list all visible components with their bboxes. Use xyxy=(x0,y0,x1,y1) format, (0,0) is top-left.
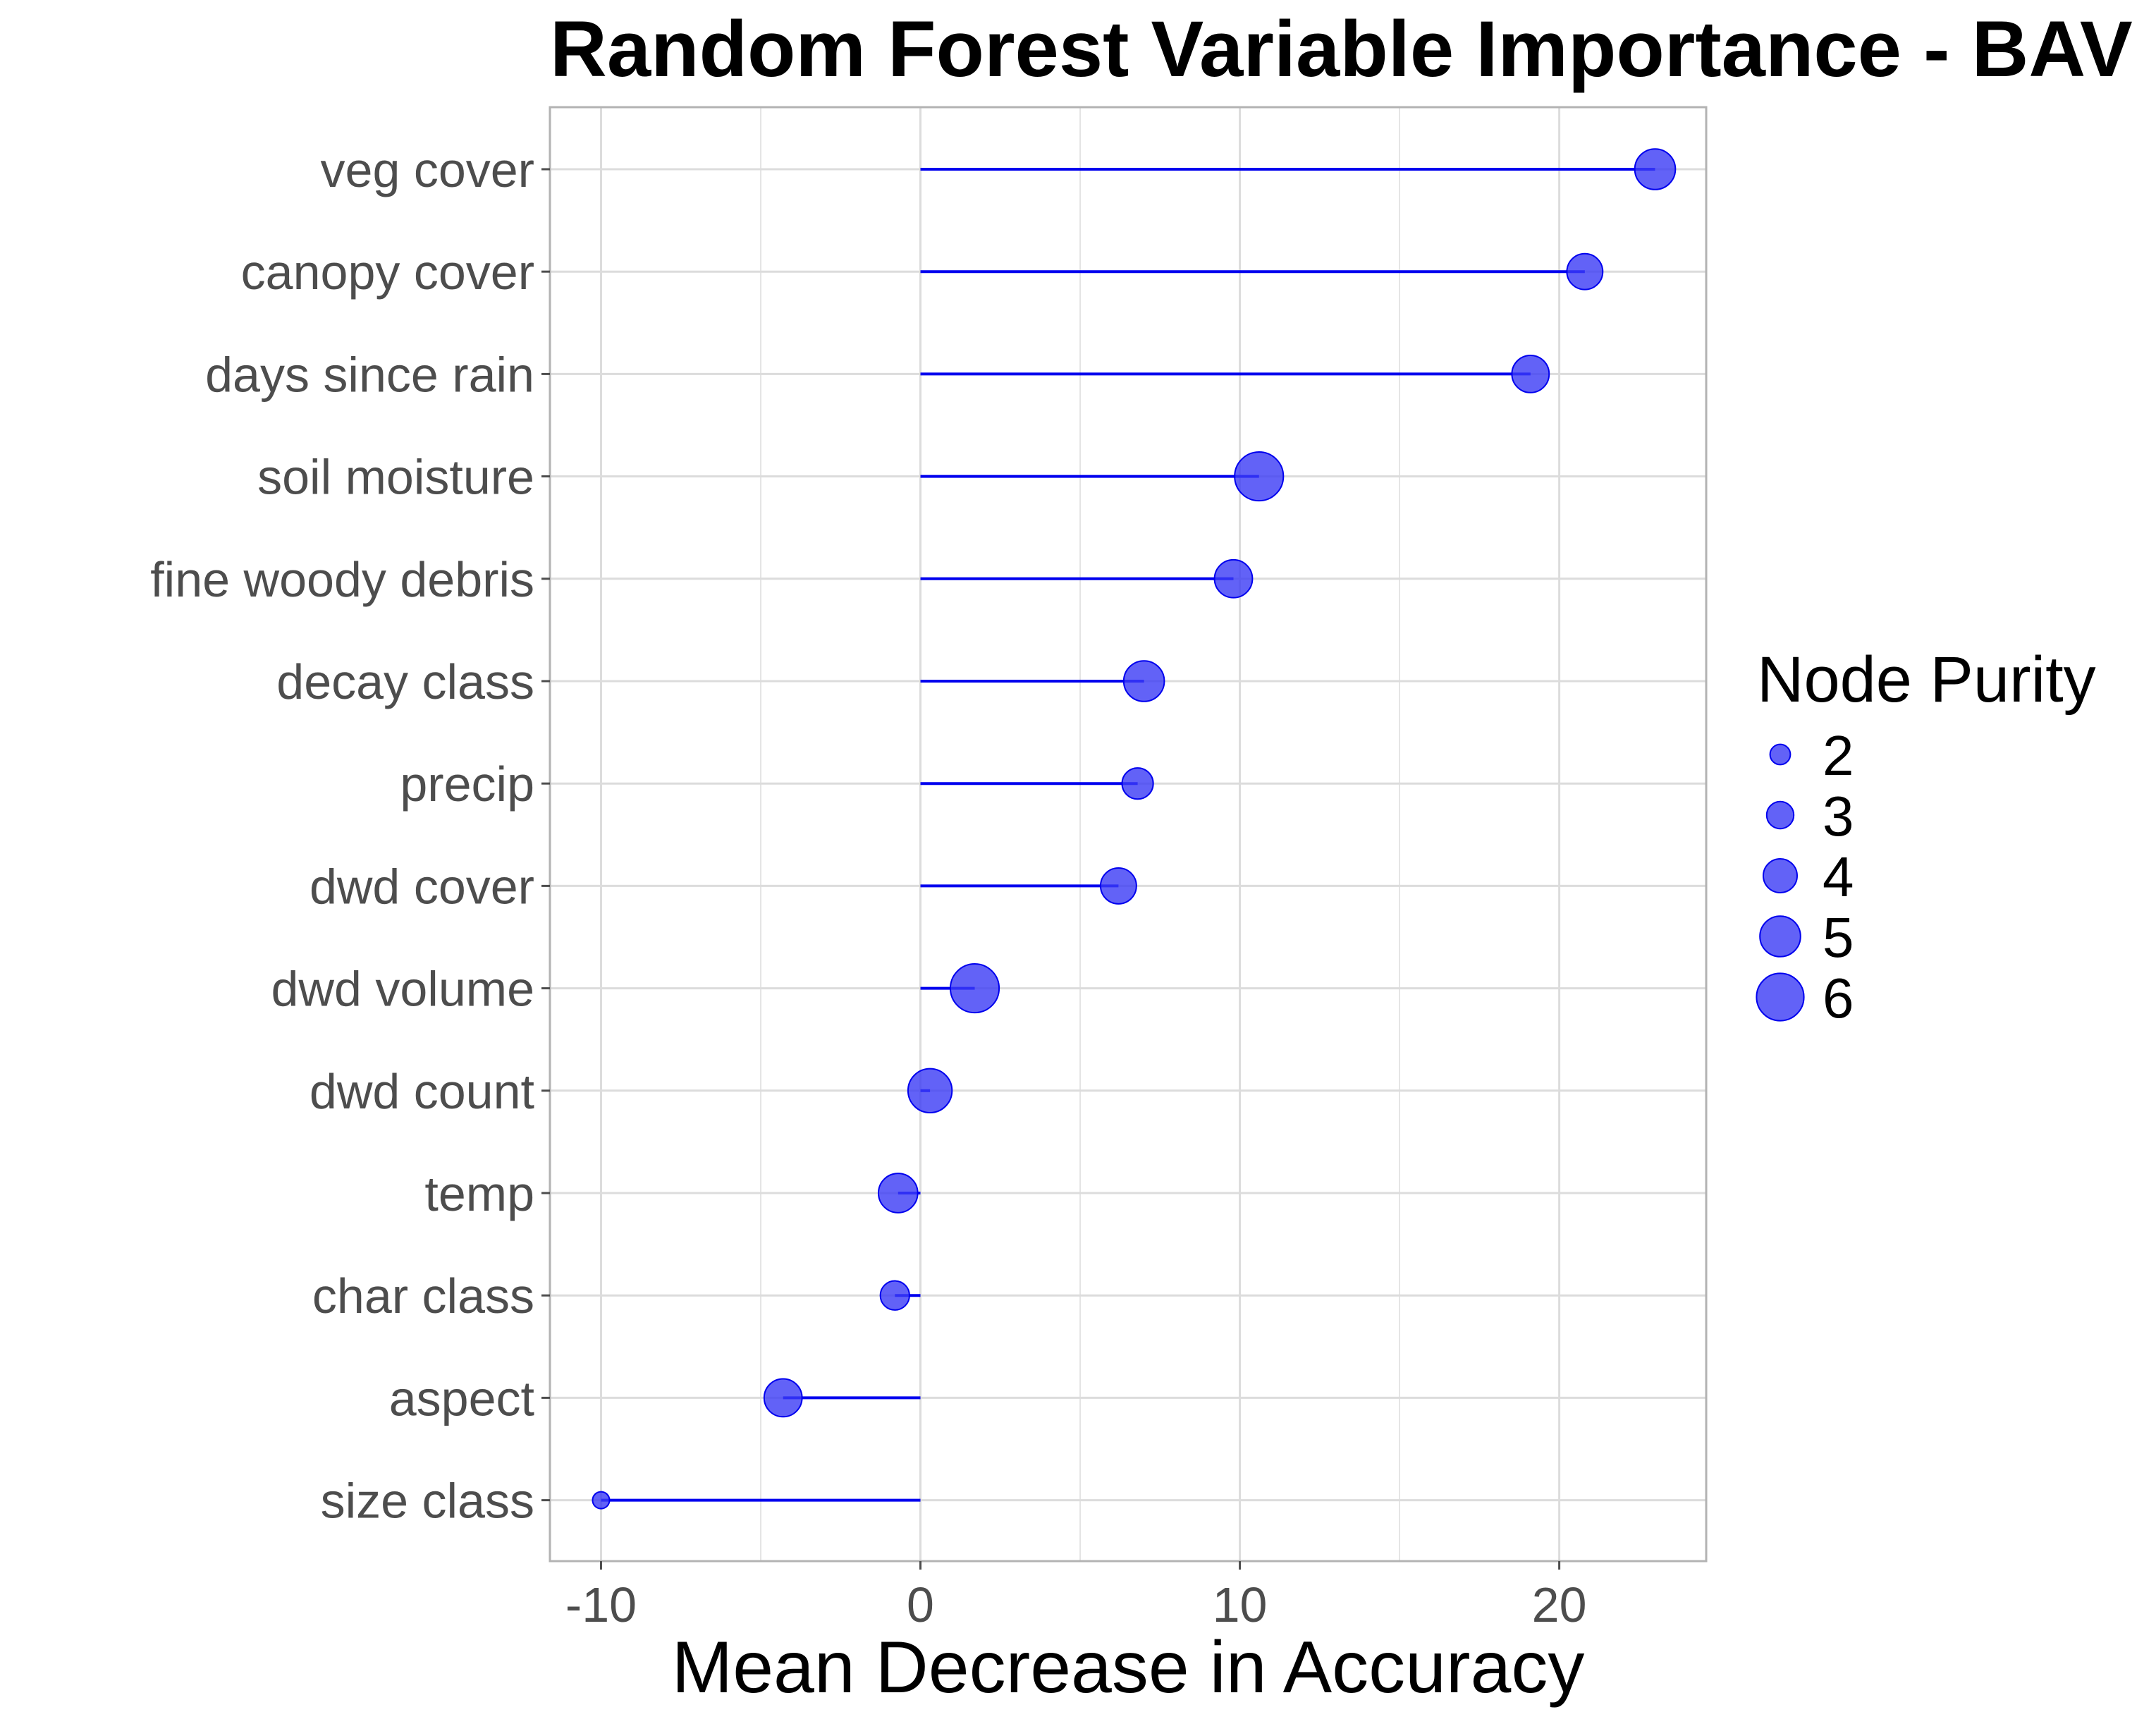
lollipop-point xyxy=(1121,767,1154,800)
y-tick-label: dwd count xyxy=(310,1064,534,1119)
legend-title: Node Purity xyxy=(1757,644,2096,716)
y-tick-label: dwd cover xyxy=(310,859,534,914)
legend-key xyxy=(1759,915,1801,958)
legend-label: 2 xyxy=(1823,724,1854,787)
lollipop-point xyxy=(1566,252,1604,291)
lollipop-point xyxy=(1634,148,1677,190)
legend-label: 6 xyxy=(1823,967,1854,1029)
lollipop-point xyxy=(592,1491,611,1510)
lollipop-point xyxy=(1234,451,1285,502)
y-tick-label: decay class xyxy=(276,654,534,709)
y-tick-label: canopy cover xyxy=(241,245,534,300)
legend-key xyxy=(1756,972,1805,1022)
lollipop-point xyxy=(1122,660,1165,702)
grid xyxy=(550,107,1706,1561)
y-tick-label: fine woody debris xyxy=(150,552,534,607)
legend-key xyxy=(1769,743,1791,766)
lollipop-point xyxy=(1511,355,1550,393)
y-tick-label: temp xyxy=(424,1166,534,1221)
x-tick-label: 10 xyxy=(1213,1577,1268,1632)
y-tick-label: days since rain xyxy=(205,347,534,402)
lollipop-point xyxy=(907,1068,953,1114)
chart-title: Random Forest Variable Importance - BAV xyxy=(550,5,2133,93)
x-axis-label: Mean Decrease in Accuracy xyxy=(672,1627,1585,1708)
x-tick-labels: -10 0 10 20 xyxy=(565,1561,1587,1632)
legend-key xyxy=(1765,800,1795,830)
y-tick-labels: veg cover canopy cover days since rain soil… xyxy=(150,142,550,1529)
legend-label: 5 xyxy=(1823,906,1854,969)
y-tick-label: precip xyxy=(400,757,534,812)
x-tick-label: -10 xyxy=(565,1577,637,1632)
lollipop-points xyxy=(592,148,1677,1510)
y-tick-label: veg cover xyxy=(321,142,534,197)
lollipop-segments xyxy=(601,168,1655,1502)
lollipop-point xyxy=(763,1378,803,1418)
x-tick-label: 20 xyxy=(1532,1577,1587,1632)
lollipop-point xyxy=(879,1280,910,1311)
lollipop-point xyxy=(1213,558,1254,599)
y-tick-label: aspect xyxy=(389,1371,534,1426)
y-tick-label: char class xyxy=(312,1268,534,1323)
lollipop-point xyxy=(877,1173,919,1213)
lollipop-point xyxy=(949,963,1000,1014)
y-tick-label: soil moisture xyxy=(257,450,534,505)
panel-border xyxy=(549,106,1708,1563)
x-tick-label: 0 xyxy=(907,1577,934,1632)
lollipop-point xyxy=(1099,867,1137,905)
y-tick-label: size class xyxy=(321,1474,534,1529)
legend-label: 4 xyxy=(1823,845,1854,908)
y-tick-label: dwd volume xyxy=(271,962,534,1017)
legend-label: 3 xyxy=(1823,785,1854,848)
legend-key xyxy=(1763,858,1798,893)
